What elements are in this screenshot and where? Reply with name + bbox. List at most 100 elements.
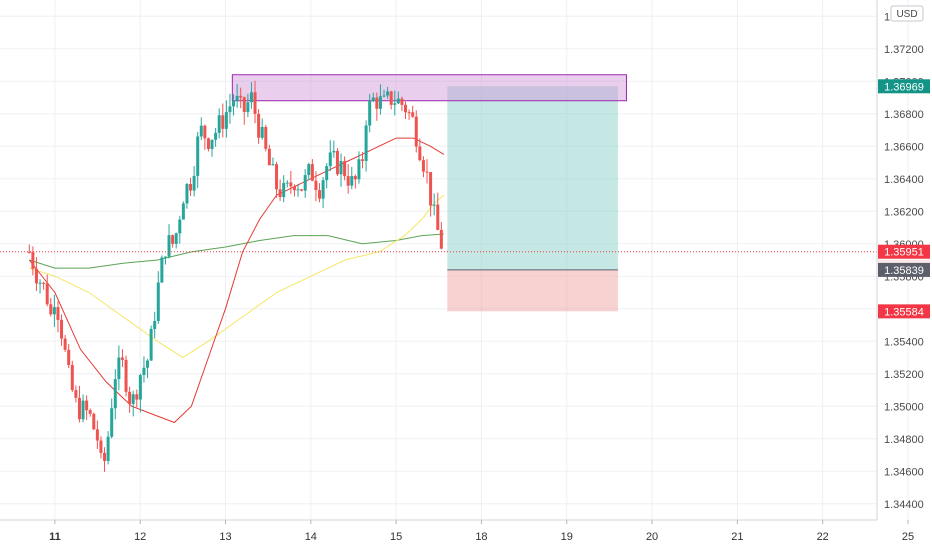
candle-body — [425, 171, 429, 173]
candle-body — [235, 95, 239, 101]
candle-body — [181, 203, 185, 220]
candle-body — [411, 112, 415, 117]
candle-body — [34, 268, 38, 284]
candle-body — [27, 251, 31, 253]
candle-body — [328, 152, 332, 167]
candle-body — [214, 132, 218, 140]
candle-body — [45, 283, 49, 305]
candle-body — [174, 233, 178, 244]
candle-body — [368, 100, 372, 126]
candle-body — [70, 365, 74, 391]
x-tick-label: 25 — [902, 531, 914, 543]
x-tick-label: 11 — [49, 531, 61, 543]
x-tick-label: 20 — [646, 531, 658, 543]
candle-body — [421, 160, 425, 172]
y-tick-label: 1.36200 — [884, 206, 924, 218]
candle-body — [375, 97, 379, 109]
candle-body — [343, 161, 347, 177]
loss-zone — [447, 269, 618, 312]
candle-body — [357, 159, 361, 180]
candle-body — [85, 400, 89, 411]
candle-body — [167, 235, 171, 257]
candle-body — [260, 126, 264, 138]
candle-body — [106, 436, 110, 461]
candle-body — [436, 204, 440, 230]
candle-body — [314, 180, 318, 191]
resistance-zone — [231, 74, 627, 102]
candle-body — [160, 257, 164, 283]
currency-label: USD — [896, 9, 917, 20]
y-tick-label: 1.37200 — [884, 44, 924, 56]
candle-body — [303, 175, 307, 191]
candle-body — [253, 92, 257, 114]
candle-body — [271, 164, 275, 166]
y-tick-label: 1.34400 — [884, 499, 924, 511]
candle-body — [307, 164, 311, 176]
candle-body — [203, 125, 207, 139]
candle-body — [285, 182, 289, 184]
candle-body — [339, 161, 343, 175]
x-tick-label: 14 — [305, 531, 317, 543]
candle-body — [246, 102, 250, 113]
candle-body — [296, 189, 300, 191]
candle-body — [396, 98, 400, 104]
candle-body — [163, 256, 167, 258]
candle-body — [178, 219, 182, 234]
candle-body — [74, 390, 78, 398]
candle-body — [142, 367, 146, 375]
price-badge — [878, 304, 930, 319]
candle-body — [128, 391, 132, 404]
candle-body — [60, 319, 64, 339]
y-tick-label: 1.36600 — [884, 141, 924, 153]
candle-body — [267, 148, 271, 166]
candle-body — [310, 164, 314, 181]
candle-body — [371, 97, 375, 101]
profit-zone — [447, 86, 618, 270]
x-tick-label: 12 — [134, 531, 146, 543]
candle-body — [77, 397, 81, 420]
candle-body — [321, 180, 325, 199]
currency-button[interactable]: USD — [890, 5, 924, 22]
candle-body — [418, 146, 422, 161]
price-badge — [878, 79, 930, 94]
candle-body — [38, 282, 42, 284]
candle-body — [49, 304, 53, 315]
moving-averages — [28, 137, 445, 424]
candle-body — [99, 440, 103, 453]
candle-body — [210, 139, 214, 149]
ma-green-line — [29, 233, 444, 269]
x-tick-label: 18 — [475, 531, 487, 543]
candle-body — [389, 91, 393, 105]
candle-body — [242, 97, 246, 113]
candle-body — [353, 176, 357, 180]
candle-body — [400, 98, 404, 105]
y-tick-label: 1.34600 — [884, 466, 924, 478]
candle-body — [146, 360, 150, 368]
candle-body — [221, 115, 225, 129]
candle-body — [63, 338, 67, 350]
candle-body — [429, 172, 433, 206]
candle-body — [386, 91, 390, 96]
candle-body — [318, 190, 322, 199]
price-badge — [878, 262, 930, 277]
candle-body — [289, 182, 293, 187]
candle-body — [185, 183, 189, 204]
zones — [231, 74, 627, 312]
price-badge — [878, 244, 930, 259]
candle-body — [414, 116, 418, 147]
candle-body — [361, 159, 365, 161]
candle-body — [88, 410, 92, 414]
candle-body — [325, 166, 329, 181]
candle-body — [278, 189, 282, 198]
candle-body — [192, 175, 196, 191]
candle-body — [335, 150, 339, 175]
candle-body — [206, 138, 210, 149]
candle-body — [393, 103, 397, 105]
candle-body — [196, 136, 200, 176]
candle-body — [264, 126, 268, 149]
candle-body — [432, 204, 436, 206]
candle-body — [113, 379, 117, 409]
